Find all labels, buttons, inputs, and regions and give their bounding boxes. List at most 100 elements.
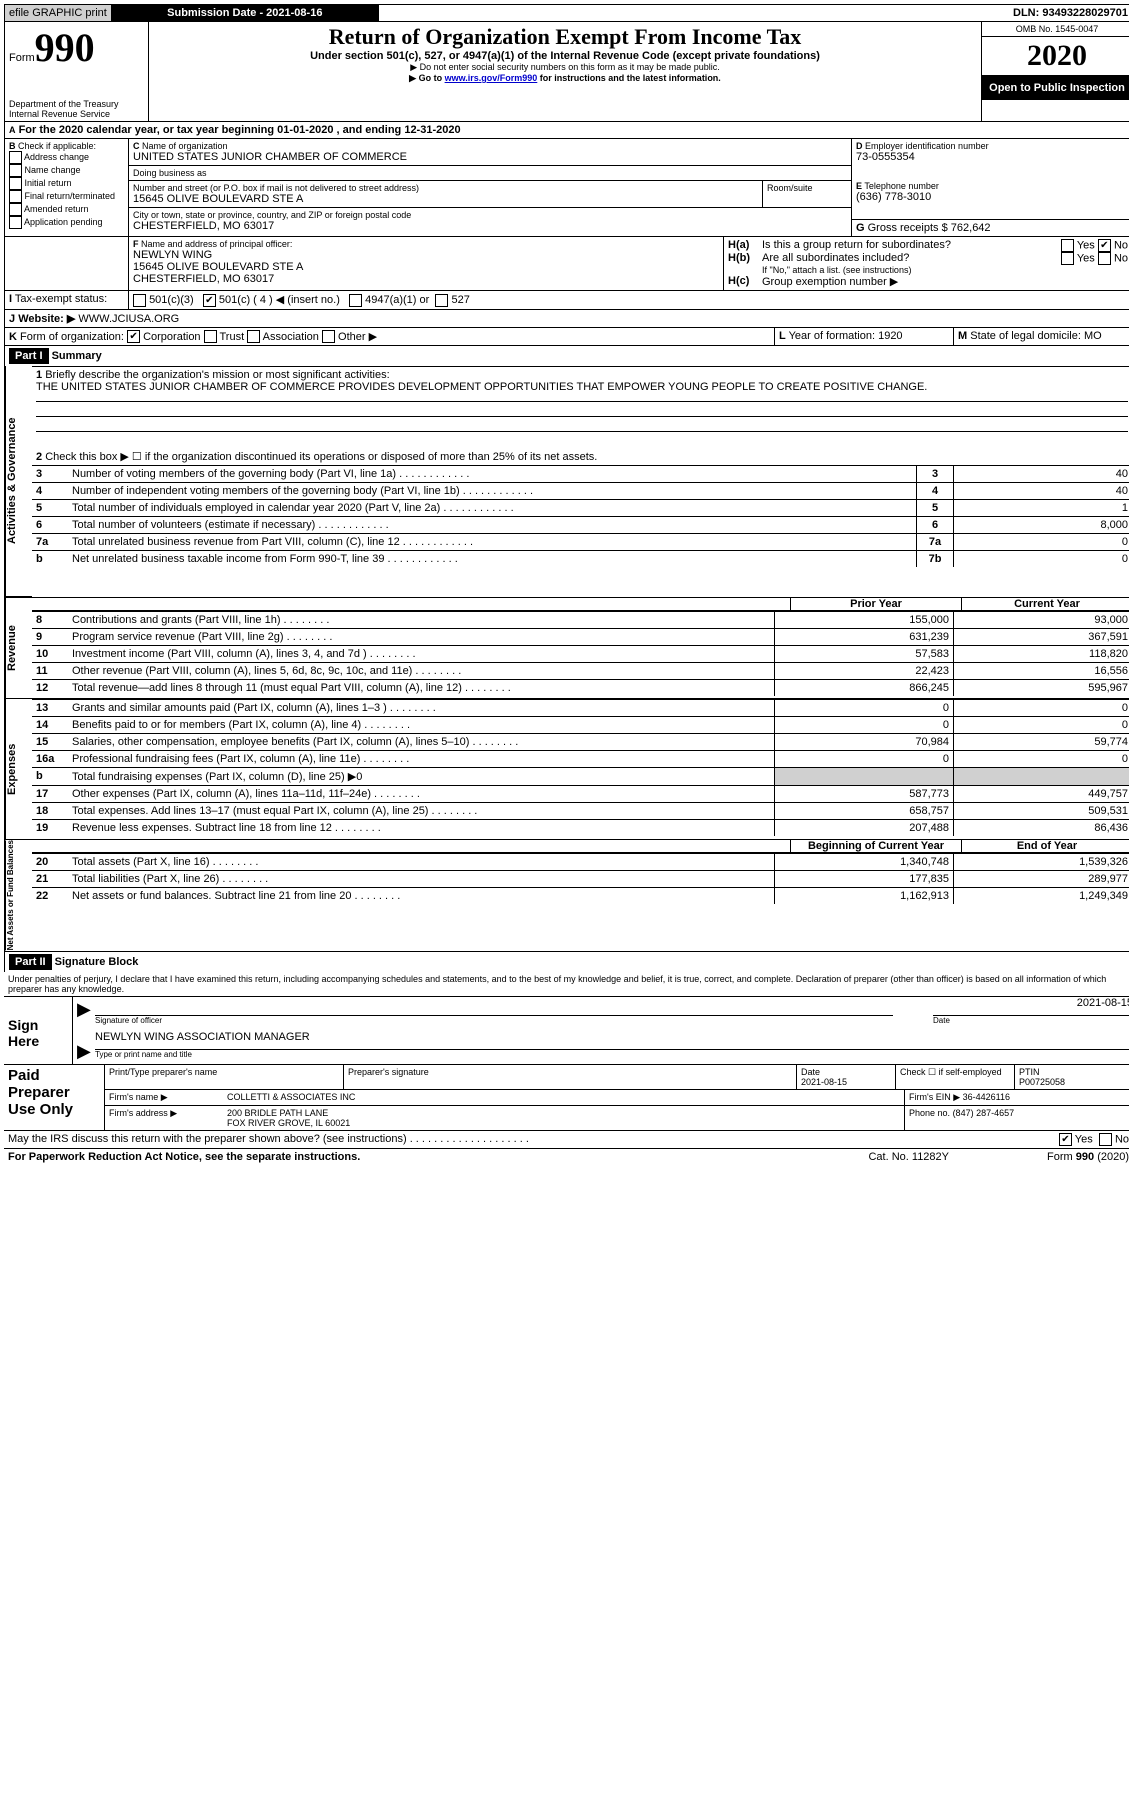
- gross-value: 762,642: [951, 222, 991, 234]
- pra-notice: For Paperwork Reduction Act Notice, see …: [8, 1151, 868, 1163]
- summary-row: 19 Revenue less expenses. Subtract line …: [32, 820, 1129, 837]
- section-klm: K Form of organization: ✔ Corporation Tr…: [4, 328, 1129, 347]
- 4947-box[interactable]: [349, 294, 362, 307]
- phone-value: (636) 778-3010: [856, 191, 1128, 203]
- firm-addr2: FOX RIVER GROVE, IL 60021: [227, 1118, 350, 1128]
- form-word: Form: [9, 52, 35, 64]
- hb-yes[interactable]: [1061, 252, 1074, 265]
- prep-date: 2021-08-15: [801, 1077, 847, 1087]
- omb-number: OMB No. 1545-0047: [982, 22, 1129, 37]
- summary-row: 4 Number of independent voting members o…: [32, 483, 1129, 500]
- part-ii: Part II Signature Block: [4, 952, 1129, 972]
- firm-ein: 36-4426116: [963, 1092, 1010, 1102]
- officer-addr2: CHESTERFIELD, MO 63017: [133, 273, 719, 285]
- other-box[interactable]: [322, 330, 335, 343]
- gross-label: Gross receipts $: [868, 222, 948, 234]
- sign-here-label: Sign Here: [4, 997, 73, 1064]
- discuss-row: May the IRS discuss this return with the…: [4, 1131, 1129, 1149]
- summary-row: 18 Total expenses. Add lines 13–17 (must…: [32, 803, 1129, 820]
- paid-preparer-block: Paid Preparer Use Only Print/Type prepar…: [4, 1065, 1129, 1131]
- summary-row: 15 Salaries, other compensation, employe…: [32, 734, 1129, 751]
- ha-no[interactable]: ✔: [1098, 239, 1111, 252]
- submission-date: Submission Date - 2021-08-16: [111, 5, 379, 21]
- room-label: Room/suite: [762, 181, 851, 207]
- end-year-header: End of Year: [961, 840, 1129, 852]
- penalty-text: Under penalties of perjury, I declare th…: [4, 972, 1129, 997]
- ha-yes[interactable]: [1061, 239, 1074, 252]
- officer-name: NEWLYN WING: [133, 249, 719, 261]
- beginning-year-header: Beginning of Current Year: [790, 840, 961, 852]
- hb-no[interactable]: [1098, 252, 1111, 265]
- dln: DLN: 93493228029701: [1009, 5, 1129, 21]
- trust-box[interactable]: [204, 330, 217, 343]
- ha-text: Is this a group return for subordinates?: [762, 239, 1061, 252]
- b-option: Application pending: [9, 216, 124, 229]
- form-subtitle: Under section 501(c), 527, or 4947(a)(1)…: [153, 50, 977, 62]
- ein-value: 73-0555354: [856, 151, 1128, 163]
- cat-no: Cat. No. 11282Y: [868, 1151, 949, 1163]
- discuss-yes[interactable]: ✔: [1059, 1133, 1072, 1146]
- summary-row: 12 Total revenue—add lines 8 through 11 …: [32, 680, 1129, 697]
- summary-row: 9 Program service revenue (Part VIII, li…: [32, 629, 1129, 646]
- top-bar: efile GRAPHIC print Submission Date - 20…: [4, 4, 1129, 22]
- f-label: Name and address of principal officer:: [141, 239, 292, 249]
- current-year-header: Current Year: [961, 598, 1129, 610]
- street-address: 15645 OLIVE BOULEVARD STE A: [133, 193, 758, 205]
- b-option: Final return/terminated: [9, 190, 124, 203]
- section-b-g: B Check if applicable: Address change Na…: [4, 139, 1129, 237]
- self-employed-check: Check ☐ if self-employed: [896, 1065, 1015, 1089]
- city-state-zip: CHESTERFIELD, MO 63017: [133, 220, 847, 232]
- goto-link[interactable]: www.irs.gov/Form990: [445, 73, 538, 83]
- summary-row: b Net unrelated business taxable income …: [32, 551, 1129, 568]
- dept-treasury: Department of the Treasury: [9, 99, 144, 109]
- summary-row: 14 Benefits paid to or for members (Part…: [32, 717, 1129, 734]
- 501c4-box[interactable]: ✔: [203, 294, 216, 307]
- city-label: City or town, state or province, country…: [133, 210, 847, 220]
- summary-row: 5 Total number of individuals employed i…: [32, 500, 1129, 517]
- c-name-label: Name of organization: [142, 141, 228, 151]
- section-j: J Website: ▶ WWW.JCIUSA.ORG: [4, 310, 1129, 328]
- efile-label: efile GRAPHIC print: [5, 5, 111, 21]
- summary-row: 8 Contributions and grants (Part VIII, l…: [32, 612, 1129, 629]
- form-title: Return of Organization Exempt From Incom…: [153, 24, 977, 50]
- summary-row: 7a Total unrelated business revenue from…: [32, 534, 1129, 551]
- assoc-box[interactable]: [247, 330, 260, 343]
- summary-row: b Total fundraising expenses (Part IX, c…: [32, 768, 1129, 786]
- form-number: 990: [35, 25, 95, 70]
- sig-date: 2021-08-15: [933, 997, 1129, 1016]
- b-option: Name change: [9, 164, 124, 177]
- state-domicile: MO: [1084, 330, 1102, 342]
- corp-box[interactable]: ✔: [127, 330, 140, 343]
- discuss-no[interactable]: [1099, 1133, 1112, 1146]
- b-label: Check if applicable:: [18, 141, 96, 151]
- summary-row: 11 Other revenue (Part VIII, column (A),…: [32, 663, 1129, 680]
- 501c3-box[interactable]: [133, 294, 146, 307]
- irs-label: Internal Revenue Service: [9, 109, 144, 119]
- addr-label: Number and street (or P.O. box if mail i…: [133, 183, 758, 193]
- firm-addr1: 200 BRIDLE PATH LANE: [227, 1108, 328, 1118]
- b-option: Address change: [9, 151, 124, 164]
- officer-addr1: 15645 OLIVE BOULEVARD STE A: [133, 261, 719, 273]
- hb-text: Are all subordinates included?: [762, 252, 1061, 265]
- dba-label: Doing business as: [133, 168, 847, 178]
- ptin: P00725058: [1019, 1077, 1065, 1087]
- footer: For Paperwork Reduction Act Notice, see …: [4, 1149, 1129, 1165]
- website-value: WWW.JCIUSA.ORG: [78, 313, 179, 325]
- summary-row: 17 Other expenses (Part IX, column (A), …: [32, 786, 1129, 803]
- ssn-note: Do not enter social security numbers on …: [153, 62, 977, 73]
- b-option: Amended return: [9, 203, 124, 216]
- year-formation: 1920: [878, 330, 902, 342]
- line-a: A For the 2020 calendar year, or tax yea…: [4, 122, 1129, 139]
- mission-text: THE UNITED STATES JUNIOR CHAMBER OF COMM…: [36, 381, 927, 393]
- prior-year-header: Prior Year: [790, 598, 961, 610]
- tax-year: 2020: [982, 37, 1129, 76]
- open-public: Open to Public Inspection: [982, 76, 1129, 100]
- section-f-h: F Name and address of principal officer:…: [4, 237, 1129, 291]
- org-name: UNITED STATES JUNIOR CHAMBER OF COMMERCE: [133, 151, 847, 163]
- summary-row: 10 Investment income (Part VIII, column …: [32, 646, 1129, 663]
- firm-phone: (847) 287-4657: [953, 1108, 1015, 1118]
- 527-box[interactable]: [435, 294, 448, 307]
- summary-row: 22 Net assets or fund balances. Subtract…: [32, 888, 1129, 905]
- side-revenue: Revenue: [5, 598, 32, 698]
- form-footer: Form 990 (2020): [949, 1151, 1129, 1163]
